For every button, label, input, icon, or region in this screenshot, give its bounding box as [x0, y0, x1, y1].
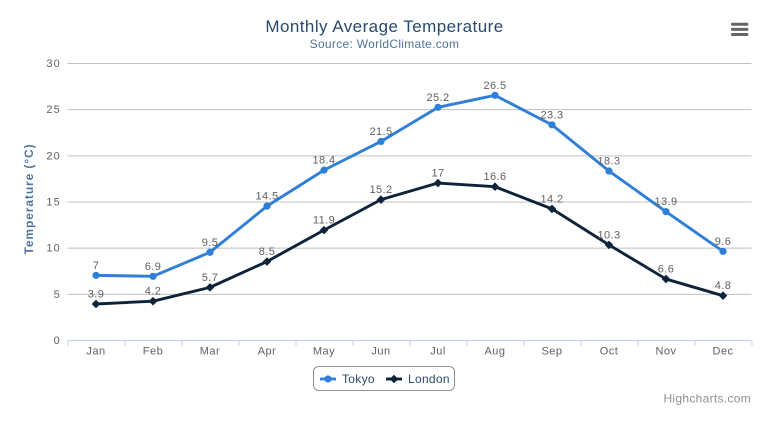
- svg-text:Sep: Sep: [541, 346, 562, 358]
- svg-text:Oct: Oct: [600, 346, 619, 358]
- svg-text:Jul: Jul: [430, 346, 446, 358]
- svg-text:Jun: Jun: [371, 346, 390, 358]
- svg-text:11.9: 11.9: [313, 215, 335, 227]
- svg-text:Mar: Mar: [200, 346, 220, 358]
- svg-text:20: 20: [46, 150, 61, 162]
- svg-text:14.2: 14.2: [540, 193, 563, 205]
- svg-text:Tokyo: Tokyo: [342, 372, 375, 386]
- svg-text:London: London: [408, 372, 450, 386]
- svg-text:Monthly Average Temperature: Monthly Average Temperature: [265, 17, 503, 36]
- svg-text:15.2: 15.2: [369, 184, 392, 196]
- svg-text:3.9: 3.9: [88, 289, 105, 301]
- svg-text:13.9: 13.9: [654, 196, 677, 208]
- svg-text:Dec: Dec: [712, 346, 733, 358]
- svg-text:Source: WorldClimate.com: Source: WorldClimate.com: [310, 37, 460, 51]
- svg-text:5: 5: [54, 289, 61, 301]
- svg-text:10.3: 10.3: [597, 229, 620, 241]
- svg-text:25: 25: [46, 104, 61, 116]
- svg-text:Feb: Feb: [143, 346, 163, 358]
- svg-text:25.2: 25.2: [426, 92, 449, 104]
- svg-text:Apr: Apr: [258, 346, 277, 358]
- svg-text:14.5: 14.5: [255, 191, 278, 203]
- svg-text:8.5: 8.5: [259, 246, 276, 258]
- svg-text:9.6: 9.6: [715, 236, 732, 248]
- svg-text:5.7: 5.7: [202, 272, 219, 284]
- svg-text:16.6: 16.6: [483, 171, 506, 183]
- svg-text:9.5: 9.5: [202, 237, 219, 249]
- svg-text:4.8: 4.8: [715, 280, 732, 292]
- svg-text:7: 7: [93, 260, 100, 272]
- svg-text:26.5: 26.5: [483, 80, 506, 92]
- svg-text:17: 17: [431, 168, 444, 180]
- svg-text:Temperature (°C): Temperature (°C): [22, 144, 36, 255]
- svg-text:18.4: 18.4: [312, 155, 335, 167]
- svg-text:15: 15: [46, 197, 61, 209]
- svg-text:23.3: 23.3: [540, 109, 563, 121]
- svg-text:21.5: 21.5: [369, 126, 392, 138]
- svg-text:May: May: [313, 346, 335, 358]
- svg-text:0: 0: [54, 335, 61, 347]
- svg-text:4.2: 4.2: [145, 286, 162, 298]
- svg-text:6.9: 6.9: [145, 261, 162, 273]
- svg-text:6.6: 6.6: [658, 264, 675, 276]
- svg-text:18.3: 18.3: [597, 156, 620, 168]
- svg-text:30: 30: [46, 58, 61, 70]
- svg-text:Highcharts.com: Highcharts.com: [663, 392, 751, 406]
- svg-text:Nov: Nov: [655, 346, 676, 358]
- svg-text:Jan: Jan: [86, 346, 105, 358]
- svg-text:10: 10: [46, 243, 61, 255]
- svg-text:Aug: Aug: [484, 346, 505, 358]
